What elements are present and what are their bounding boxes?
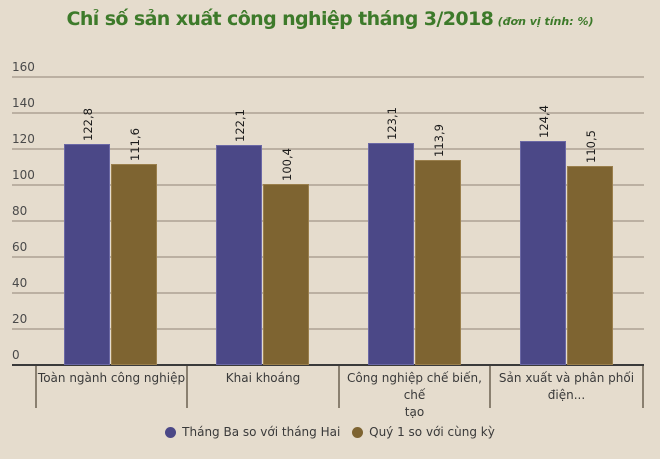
gridline — [12, 76, 644, 78]
gridline — [12, 328, 644, 330]
legend-dot-icon — [352, 426, 364, 438]
data-label: 110,5 — [584, 130, 598, 164]
legend-label: Tháng Ba so với tháng Hai — [182, 425, 341, 439]
y-tick-label: 80 — [12, 204, 28, 218]
chart-legend: Tháng Ba so với tháng Hai Quý 1 so với c… — [0, 425, 660, 441]
x-category-label: Sản xuất và phân phối điện... — [498, 371, 635, 402]
bar-quy-1[interactable] — [415, 159, 461, 365]
chart-title-unit: (đơn vị tính: %) — [497, 15, 594, 28]
y-tick-label: 40 — [12, 276, 28, 290]
y-tick-label: 100 — [12, 168, 35, 182]
data-label: 122,1 — [233, 109, 247, 143]
chart-title-main: Chỉ số sản xuất công nghiệp tháng 3/2018 — [66, 8, 494, 30]
data-label: 122,8 — [81, 108, 95, 141]
legend-item-series-2[interactable]: Quý 1 so với cùng kỳ — [352, 425, 495, 439]
y-tick-label: 60 — [12, 240, 28, 254]
legend-dot-icon — [165, 426, 177, 438]
y-tick-label: 140 — [12, 96, 35, 110]
data-label: 100,4 — [280, 148, 294, 182]
x-category-label: Toàn ngành công nghiệp — [37, 371, 186, 385]
data-label: 111,6 — [128, 128, 142, 162]
data-label: 124,4 — [537, 105, 551, 139]
data-label: 113,9 — [432, 124, 446, 157]
legend-label: Quý 1 so với cùng kỳ — [369, 425, 495, 439]
bar-thang-ba[interactable] — [520, 141, 566, 365]
bar-quy-1[interactable] — [567, 166, 613, 365]
bar-thang-ba[interactable] — [368, 143, 414, 365]
category-separator — [186, 366, 188, 408]
category-separator — [489, 366, 491, 408]
gridline — [12, 112, 644, 114]
legend-item-series-1[interactable]: Tháng Ba so với tháng Hai — [165, 425, 340, 439]
y-tick-label: 160 — [12, 60, 35, 74]
y-tick-label: 120 — [12, 132, 35, 146]
x-category-label: Công nghiệp chế biến, chế tạo — [347, 371, 482, 419]
bar-thang-ba[interactable] — [216, 145, 262, 365]
category-separator — [642, 366, 644, 408]
gridline — [12, 184, 644, 186]
gridline — [12, 292, 644, 294]
x-axis-baseline — [12, 364, 644, 366]
category-separator — [338, 366, 340, 408]
gridline — [12, 148, 644, 150]
bar-quy-1[interactable] — [111, 164, 157, 365]
bar-quy-1[interactable] — [263, 184, 309, 365]
bar-thang-ba[interactable] — [64, 143, 110, 365]
y-tick-label: 20 — [12, 312, 28, 326]
category-separator — [35, 366, 37, 408]
y-tick-label: 0 — [12, 348, 20, 362]
data-label: 123,1 — [385, 107, 399, 141]
gridline — [12, 220, 644, 222]
chart-title: Chỉ số sản xuất công nghiệp tháng 3/2018… — [0, 8, 660, 30]
x-category-label: Khai khoáng — [225, 371, 301, 385]
gridline — [12, 256, 644, 258]
